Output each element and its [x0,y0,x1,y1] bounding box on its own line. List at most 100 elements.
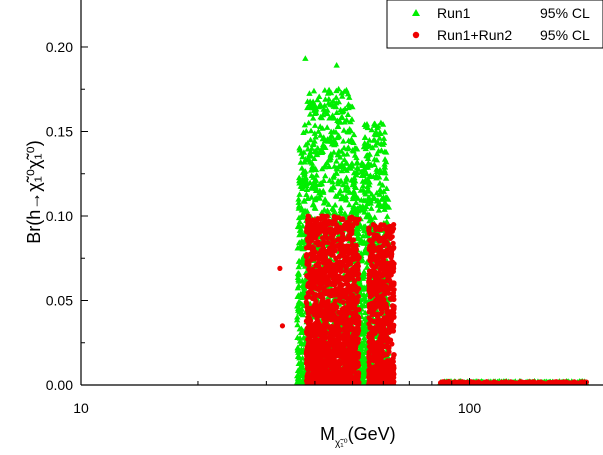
run1-run2-point [379,272,384,277]
run1-point [346,202,352,208]
run1-run2-point [357,255,362,260]
run1-run2-point [378,350,383,355]
run1-run2-point [472,380,477,385]
run1-run2-point [305,236,310,241]
y-axis-title: Br(h→χ̃₁⁰χ̃₁⁰) [24,140,44,243]
run1-run2-point [383,333,388,338]
run1-run2-point [387,224,392,229]
run1-point [345,144,351,150]
run1-run2-point [324,330,329,335]
run1-run2-point [382,249,387,254]
run1-run2-point [345,278,350,283]
run1-point [383,175,389,181]
run1-run2-point [305,373,310,378]
run1-run2-point [367,268,372,273]
run1-run2-point [391,241,396,246]
run1-run2-point [305,308,310,313]
run1-run2-point [387,278,392,283]
run1-run2-point [313,368,318,373]
run1-run2-point [347,224,352,229]
run1-point [332,202,338,208]
run1-run2-point [366,350,371,355]
run1-run2-point [342,326,347,331]
run1-run2-point [349,231,354,236]
run1-run2-point [343,335,348,340]
run1-run2-point [327,343,332,348]
run1-run2-point [339,307,344,312]
run1-run2-point [367,344,372,349]
x-tick-label: 10 [73,400,89,416]
run1-run2-point [315,349,320,354]
run1-run2-point [366,225,371,230]
legend-run1run2-cl: 95% CL [540,27,590,43]
run1-point [382,129,388,135]
run1-run2-point [381,344,386,349]
run1-run2-point [329,328,334,333]
run1-run2-point [391,261,396,266]
run1-run2-point [316,308,321,313]
y-tick-label: 0.05 [46,292,73,308]
run1-run2-point [371,232,376,237]
run1-run2-point [306,330,311,335]
run1-run2-point [329,264,334,269]
run1-run2-point [346,261,351,266]
run1-run2-point [518,380,523,385]
run1-run2-point [322,343,327,348]
run1-run2-point [316,271,321,276]
run1-run2-points [277,213,589,387]
run1-run2-point [385,319,390,324]
y-tick-label: 0.20 [46,39,73,55]
run1-run2-point [306,221,311,226]
run1-run2-point [314,256,319,261]
run1-run2-point [349,256,354,261]
run1-run2-point [307,284,312,289]
run1-run2-point [344,375,349,380]
run1-run2-point [385,358,390,363]
run1-run2-point [386,345,391,350]
run1-run2-point [319,334,324,339]
run1-run2-point [335,325,340,330]
run1-run2-point [367,339,372,344]
run1-point [322,173,328,179]
run1-run2-point [324,309,329,314]
run1-run2-point [313,235,318,240]
run1-point [333,62,339,68]
run1-run2-point [315,313,320,318]
run1-run2-point [373,298,378,303]
run1-run2-point [307,315,312,320]
run1-run2-point [336,379,341,384]
run1-point [382,156,388,162]
run1-run2-point [356,371,361,376]
run1-run2-point [308,344,313,349]
run1-run2-point [339,217,344,222]
run1-run2-point [313,221,318,226]
run1-run2-point [304,351,309,356]
run1-run2-point [350,339,355,344]
run1-run2-point [384,328,389,333]
run1-run2-point [378,311,383,316]
run1-run2-point [376,234,381,239]
run1-run2-point [338,334,343,339]
x-axis-title: Mχ̃₁⁰(GeV) [320,424,396,449]
run1-run2-point [380,279,385,284]
run1-point [338,205,344,211]
run1-run2-point [385,272,390,277]
run1-run2-point [309,356,314,361]
run1-run2-point [304,295,309,300]
run1-run2-point [377,249,382,254]
run1-run2-point [369,333,374,338]
run1-point [296,145,302,151]
run1-run2-point [346,358,351,363]
run1-run2-point [382,380,387,385]
run1-run2-point [322,315,327,320]
run1-run2-point [338,237,343,242]
run1-run2-point [390,382,395,387]
run1-run2-point [377,368,382,373]
run1-run2-point [331,306,336,311]
run1-run2-point [388,229,393,234]
run1-run2-point [378,227,383,232]
legend-run1run2-label: Run1+Run2 [437,27,512,43]
run1-run2-point [355,340,360,345]
run1-run2-point [384,338,389,343]
run1-run2-point [382,288,387,293]
